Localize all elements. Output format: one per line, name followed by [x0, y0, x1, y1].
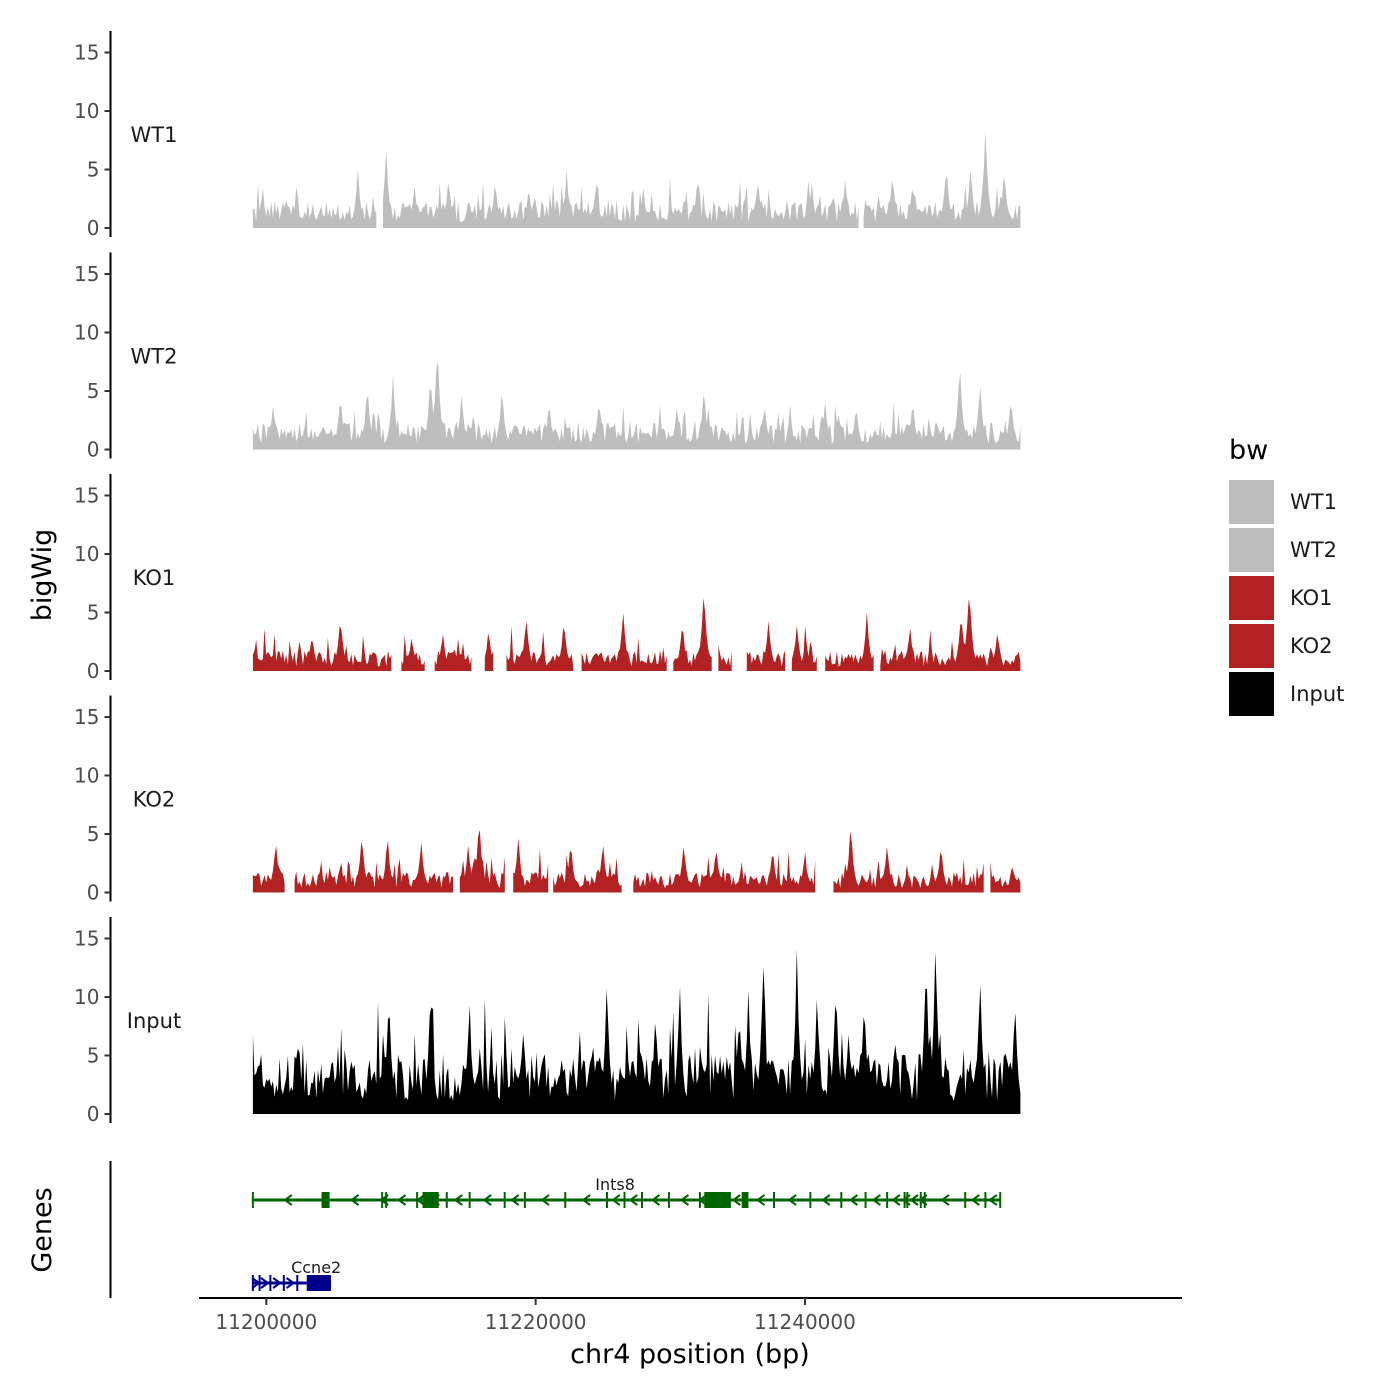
gene-strand-arrow: [970, 1194, 980, 1206]
legend-label: WT2: [1290, 538, 1337, 562]
y-tick-label: 0: [87, 659, 100, 683]
track-input: 0 5 10 15 Input: [74, 917, 1021, 1126]
gene-strand-arrow: [821, 1194, 831, 1206]
gene-strand-arrow: [260, 1277, 270, 1289]
track-ko1: 0 5 10 15 KO1: [74, 474, 1021, 683]
legend-label: Input: [1290, 682, 1344, 706]
y-tick-label: 5: [87, 379, 100, 403]
gene-strand-arrow: [628, 1194, 638, 1206]
gene-strand-arrow: [679, 1194, 690, 1206]
track-label: KO2: [133, 788, 176, 812]
genes-axis-title: Genes: [27, 1187, 58, 1272]
y-tick-label: 10: [74, 985, 99, 1009]
y-tick-label: 0: [87, 438, 100, 462]
y-tick-label: 5: [87, 1044, 100, 1068]
track-label: KO1: [133, 566, 176, 590]
legend-swatch-input: [1229, 672, 1274, 716]
y-tick-label: 5: [87, 601, 100, 625]
gene-strand-arrow: [918, 1194, 928, 1206]
gene-strand-arrow: [510, 1194, 520, 1206]
y-tick-label: 0: [87, 1102, 100, 1126]
x-tick-label: 11220000: [485, 1310, 587, 1334]
gene-strand-arrow: [909, 1194, 919, 1206]
gene-strand-arrow: [988, 1194, 998, 1206]
y-tick-label: 10: [74, 321, 99, 345]
y-tick-label: 15: [74, 41, 99, 65]
y-tick-label: 15: [74, 262, 99, 286]
gene-strand-arrow: [731, 1194, 741, 1206]
gene-cds-block: [321, 1192, 330, 1208]
coverage-area-wt1: [252, 131, 1021, 228]
track-label: Input: [127, 1009, 181, 1033]
legend-swatch-ko2: [1229, 624, 1274, 668]
y-tick-label: 10: [74, 764, 99, 788]
gene-strand-arrow: [540, 1194, 550, 1206]
genes-panel: Ints8 Ccne2: [109, 1161, 1002, 1298]
gene-strand-arrow: [871, 1194, 881, 1206]
y-tick-label: 10: [74, 542, 99, 566]
legend-label: WT1: [1290, 490, 1337, 514]
legend-swatch-wt2: [1229, 528, 1274, 572]
gene-strand-arrow: [379, 1194, 389, 1206]
y-tick-label: 15: [74, 927, 99, 951]
x-tick-label: 11200000: [215, 1310, 317, 1334]
gene-strand-arrow: [453, 1194, 463, 1206]
gene-strand-arrow: [611, 1194, 621, 1206]
x-tick-label: 11240000: [754, 1310, 856, 1334]
x-axis-title: chr4 position (bp): [570, 1339, 810, 1370]
gene-strand-arrow: [396, 1194, 407, 1206]
gene-ints8: Ints8: [251, 1175, 1002, 1208]
legend-swatch-wt1: [1229, 480, 1274, 524]
coverage-area-wt2: [252, 361, 1021, 450]
gene-strand-arrow: [697, 1194, 708, 1206]
y-tick-label: 10: [74, 99, 99, 123]
gene-strand-arrow: [581, 1194, 591, 1206]
legend-label: KO1: [1290, 586, 1333, 610]
coverage-area-ko2: [252, 829, 1021, 893]
gene-cds-block: [741, 1192, 749, 1208]
gene-strand-arrow: [415, 1194, 426, 1206]
track-label: WT1: [131, 123, 178, 147]
gene-strand-arrow: [891, 1194, 901, 1206]
gene-strand-arrow: [755, 1194, 766, 1206]
gene-label: Ccne2: [291, 1258, 341, 1277]
gene-strand-arrow: [482, 1194, 492, 1206]
gene-label: Ints8: [595, 1175, 635, 1194]
y-axis-title: bigWig: [27, 529, 58, 622]
gene-strand-arrow: [283, 1194, 293, 1206]
y-tick-label: 5: [87, 158, 100, 182]
y-tick-label: 0: [87, 881, 100, 905]
bigwig-tracks: 0 5 10 15 WT1 0 5 10 15 WT2 0 5 10 15 KO1 0 5 10 15 KO2 0 5 10…: [74, 31, 1021, 1126]
y-tick-label: 15: [74, 484, 99, 508]
gene-strand-arrow: [901, 1194, 911, 1206]
gene-cds-block: [306, 1275, 331, 1291]
gene-ccne2: Ccne2: [251, 1258, 341, 1291]
gene-cds-block: [705, 1192, 731, 1208]
gene-strand-arrow: [349, 1194, 360, 1206]
y-tick-label: 0: [87, 216, 100, 240]
coverage-area-input: [252, 948, 1021, 1114]
track-wt1: 0 5 10 15 WT1: [74, 31, 1021, 240]
coverage-area-ko1: [252, 598, 1021, 671]
gene-cds-block: [422, 1192, 439, 1208]
gene-strand-arrow: [787, 1194, 797, 1206]
track-label: WT2: [131, 345, 178, 369]
legend-label: KO2: [1290, 634, 1333, 658]
gene-strand-arrow: [272, 1277, 282, 1289]
track-ko2: 0 5 10 15 KO2: [74, 695, 1021, 905]
x-axis: 11200000 11220000 11240000: [199, 1297, 1182, 1334]
gene-strand-arrow: [940, 1194, 950, 1206]
legend-title: bw: [1229, 435, 1268, 466]
track-wt2: 0 5 10 15 WT2: [74, 252, 1021, 462]
legend-swatch-ko1: [1229, 576, 1274, 620]
gene-strand-arrow: [848, 1194, 859, 1206]
y-tick-label: 5: [87, 822, 100, 846]
legend: bw WT1 WT2 KO1 KO2 Input: [1229, 435, 1344, 716]
y-tick-label: 15: [74, 705, 99, 729]
gene-strand-arrow: [251, 1277, 261, 1289]
gene-strand-arrow: [650, 1194, 661, 1206]
gene-strand-arrow: [285, 1277, 296, 1289]
